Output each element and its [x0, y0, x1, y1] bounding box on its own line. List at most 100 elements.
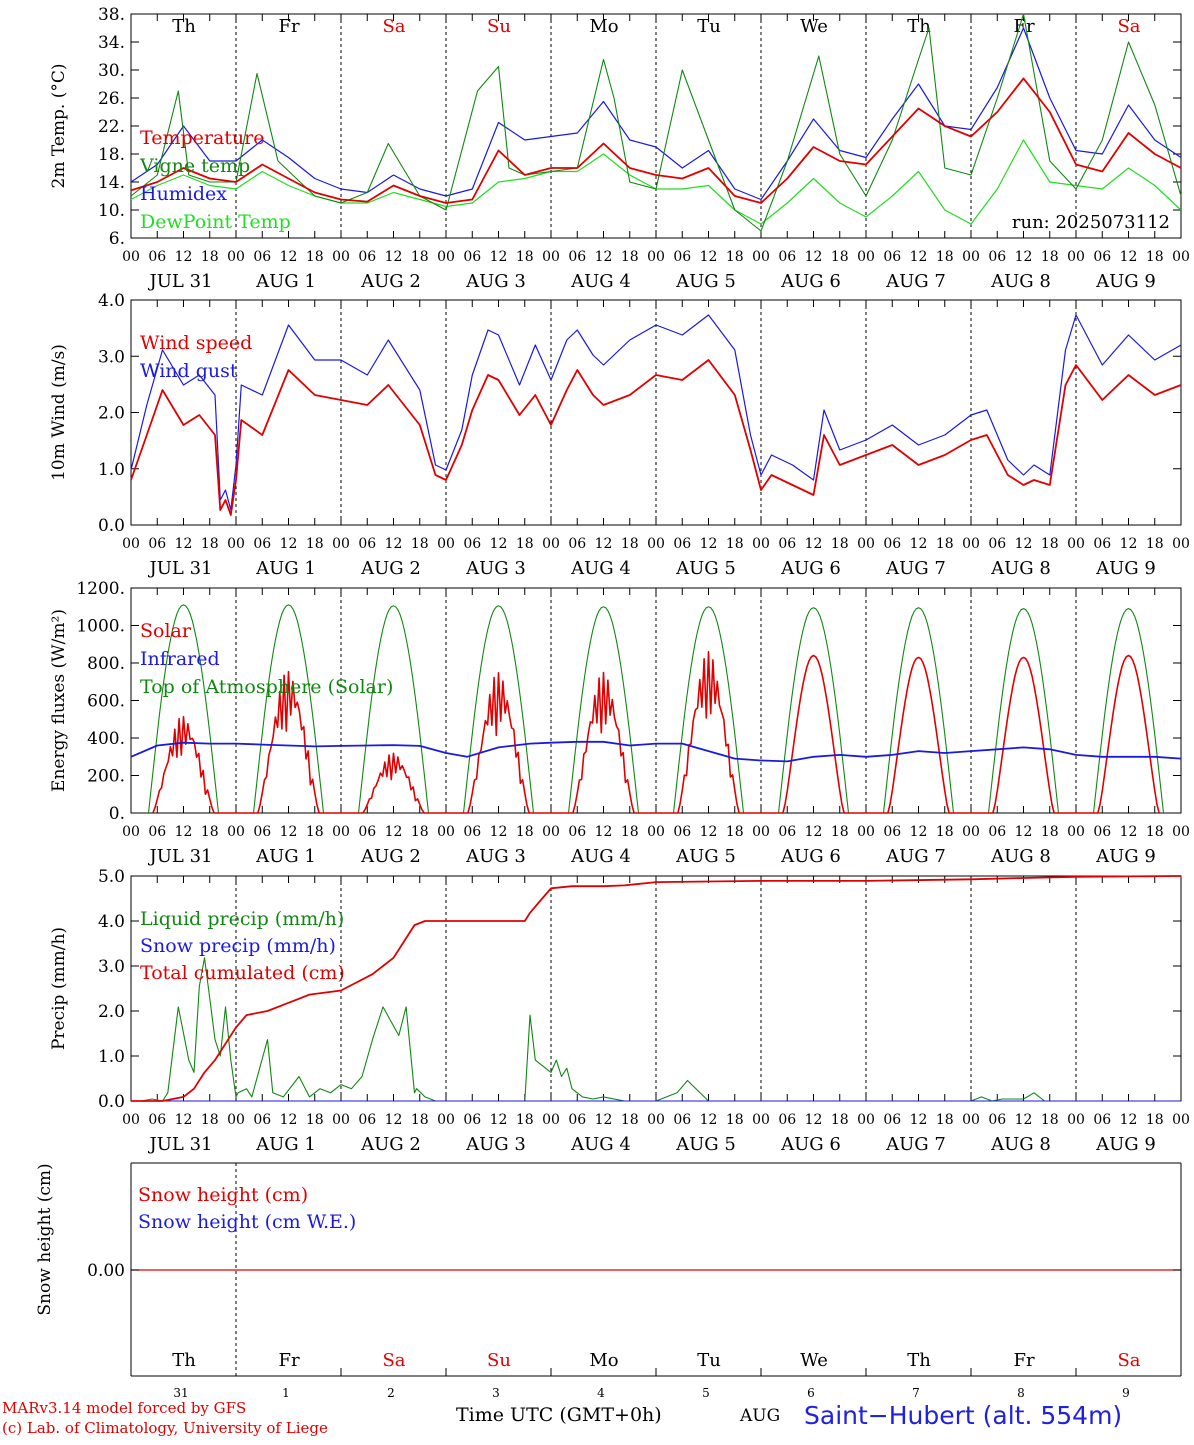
weekday-label: Sa [382, 1350, 405, 1371]
x-hour-label: 18 [936, 249, 954, 265]
x-hour-label: 06 [253, 1112, 271, 1128]
x-hour-label: 00 [542, 1112, 560, 1128]
legend-dewpoint-temp: DewPoint Temp [140, 211, 291, 233]
y-axis-label: 10m Wind (m/s) [49, 344, 69, 481]
x-hour-label: 00 [227, 536, 245, 552]
x-hour-label: 18 [306, 536, 324, 552]
x-hour-label: 00 [962, 536, 980, 552]
x-hour-label: 12 [1015, 536, 1033, 552]
x-date-label: AUG 6 [780, 1134, 841, 1155]
x-hour-label: 00 [1067, 824, 1085, 840]
x-hour-label: 00 [752, 1112, 770, 1128]
x-hour-label: 06 [358, 249, 376, 265]
weekday-label: Th [172, 16, 196, 37]
x-date-label: AUG 3 [465, 271, 526, 292]
weekday-label: Th [907, 16, 931, 37]
x-hour-label: 18 [411, 536, 429, 552]
day-number-label: 8 [1017, 1386, 1025, 1400]
x-hour-label: 06 [673, 249, 691, 265]
x-hour-label: 18 [621, 536, 639, 552]
x-date-label: AUG 9 [1095, 558, 1156, 579]
x-hour-label: 06 [463, 1112, 481, 1128]
x-hour-label: 12 [700, 249, 718, 265]
x-hour-label: 18 [1146, 1112, 1164, 1128]
x-hour-label: 12 [1120, 536, 1138, 552]
x-date-label: AUG 9 [1095, 1134, 1156, 1155]
weekday-label: Sa [382, 16, 405, 37]
x-hour-label: 12 [910, 824, 928, 840]
panel-2-frame [130, 299, 1182, 526]
x-hour-label: 18 [726, 249, 744, 265]
x-hour-label: 06 [1093, 536, 1111, 552]
weekday-label: Sa [1117, 16, 1140, 37]
x-hour-label: 12 [385, 1112, 403, 1128]
x-hour-label: 18 [621, 824, 639, 840]
x-hour-label: 18 [411, 249, 429, 265]
legend-liquid-precip-mm-h-: Liquid precip (mm/h) [140, 908, 344, 930]
x-hour-label: 06 [883, 249, 901, 265]
x-hour-label: 06 [883, 1112, 901, 1128]
x-date-label: AUG 9 [1095, 271, 1156, 292]
x-date-label: AUG 4 [570, 1134, 631, 1155]
weekday-label: Th [907, 1350, 931, 1371]
x-hour-label: 06 [253, 824, 271, 840]
series-wind-speed [130, 359, 1182, 516]
x-hour-label: 18 [1146, 249, 1164, 265]
x-hour-label: 12 [595, 1112, 613, 1128]
x-hour-label: 06 [988, 824, 1006, 840]
x-hour-label: 18 [201, 824, 219, 840]
x-hour-label: 06 [673, 536, 691, 552]
x-hour-label: 18 [306, 1112, 324, 1128]
y-tick-label: 4.0 [98, 912, 125, 932]
x-hour-label: 06 [1093, 249, 1111, 265]
panel-3-frame [130, 587, 1182, 814]
x-hour-label: 18 [1041, 824, 1059, 840]
series-vigne-temp [130, 13, 1182, 232]
x-date-label: AUG 7 [885, 271, 946, 292]
x-date-label: AUG 2 [360, 846, 421, 867]
x-hour-label: 12 [385, 824, 403, 840]
day-number-label: 2 [387, 1386, 395, 1400]
x-hour-label: 12 [910, 249, 928, 265]
weekday-label: Fr [1013, 1350, 1034, 1371]
x-hour-label: 00 [437, 536, 455, 552]
lab-credit: (c) Lab. of Climatology, University of L… [2, 1419, 328, 1437]
y-axis-label: 2m Temp. (°C) [49, 63, 69, 188]
x-hour-label: 12 [595, 249, 613, 265]
y-tick-label: 26. [98, 89, 125, 109]
x-date-label: AUG 8 [990, 1134, 1051, 1155]
x-hour-label: 00 [962, 249, 980, 265]
run-label: run: 2025073112 [1012, 212, 1170, 233]
x-date-label: AUG 4 [570, 271, 631, 292]
y-tick-label: 22. [98, 117, 125, 137]
x-date-label: AUG 7 [885, 846, 946, 867]
x-hour-label: 18 [516, 249, 534, 265]
x-hour-label: 18 [306, 249, 324, 265]
x-date-label: AUG 6 [780, 271, 841, 292]
series-liquid-precip [131, 957, 1181, 1102]
series-solar [152, 651, 1160, 814]
series-humidex [130, 27, 1182, 201]
y-tick-label: 30. [98, 61, 125, 81]
x-hour-label: 00 [857, 824, 875, 840]
day-number-label: 1 [282, 1386, 290, 1400]
x-hour-label: 00 [752, 249, 770, 265]
x-date-label: JUL 31 [148, 1134, 213, 1155]
legend-infrared: Infrared [140, 648, 220, 670]
x-hour-label: 00 [332, 1112, 350, 1128]
x-hour-label: 06 [463, 249, 481, 265]
x-hour-label: 12 [280, 1112, 298, 1128]
x-hour-label: 06 [358, 824, 376, 840]
x-hour-label: 00 [647, 824, 665, 840]
x-hour-label: 06 [1093, 824, 1111, 840]
x-date-label: JUL 31 [148, 271, 213, 292]
x-hour-label: 06 [463, 536, 481, 552]
x-date-label: AUG 1 [255, 271, 316, 292]
model-credit: MARv3.14 model forced by GFS [2, 1399, 247, 1417]
x-hour-label: 00 [962, 824, 980, 840]
x-hour-label: 18 [831, 824, 849, 840]
x-hour-label: 12 [385, 536, 403, 552]
x-hour-label: 12 [700, 824, 718, 840]
x-hour-label: 18 [726, 536, 744, 552]
x-hour-label: 18 [1041, 536, 1059, 552]
